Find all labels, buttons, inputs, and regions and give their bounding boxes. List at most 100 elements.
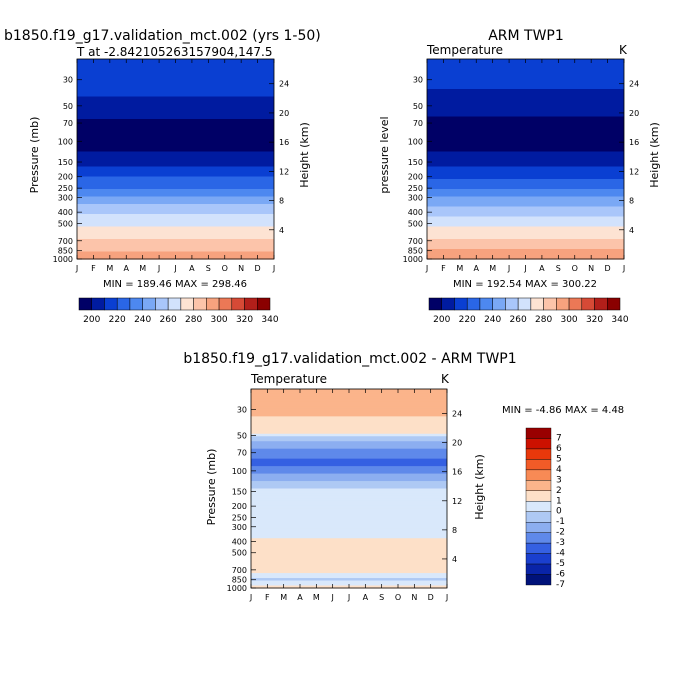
obs-units: K <box>619 43 628 57</box>
colorbar-box <box>525 490 552 502</box>
obs-heatmap: J F M A M J J A S O N D J305070100150200250300400500… <box>403 58 639 273</box>
colorbar-box <box>525 480 552 492</box>
x-tick-label: J <box>347 593 350 602</box>
heatmap-band <box>77 86 274 90</box>
heatmap-band <box>427 229 624 233</box>
x-tick-label: N <box>411 593 417 602</box>
heatmap-band <box>251 563 447 567</box>
heatmap-band <box>77 179 274 183</box>
colorbar-box <box>525 438 552 450</box>
heatmap-band <box>427 239 624 243</box>
heatmap-band <box>77 171 274 175</box>
colorbar-label: 260 <box>160 315 177 325</box>
heatmap-band <box>251 515 447 519</box>
heatmap-band <box>427 126 624 130</box>
heatmap-band <box>77 229 274 233</box>
diff-units: K <box>441 372 450 386</box>
heatmap-band <box>251 540 447 544</box>
x-tick-label: J <box>507 264 510 273</box>
x-tick-label: J <box>622 264 625 273</box>
height-tick-label: 12 <box>629 167 639 176</box>
y-tick-label: 200 <box>232 502 247 511</box>
heatmap-band <box>251 530 447 534</box>
colorbar-label: 3 <box>556 475 562 485</box>
y-tick-label: 200 <box>58 173 73 182</box>
x-tick-label: F <box>441 264 446 273</box>
heatmap-band <box>77 236 274 240</box>
y-tick-label: 70 <box>413 119 423 128</box>
colorbar-box <box>568 297 583 311</box>
heatmap-band <box>251 398 447 403</box>
colorbar-box <box>116 297 131 311</box>
heatmap-band <box>427 219 624 223</box>
heatmap-band <box>251 578 447 582</box>
heatmap-band <box>251 403 447 408</box>
colorbar-box <box>244 297 258 311</box>
colorbar-box <box>607 297 621 311</box>
heatmap-band <box>77 139 274 143</box>
x-tick-label: J <box>272 264 275 273</box>
y-tick-label: 850 <box>232 576 247 585</box>
heatmap-band <box>77 226 274 230</box>
heatmap-band <box>427 61 624 65</box>
x-tick-label: O <box>572 264 578 273</box>
y-tick-label: 50 <box>413 102 423 111</box>
colorbar-box <box>525 542 552 554</box>
heatmap-band <box>427 66 624 70</box>
heatmap-band <box>251 486 447 490</box>
heatmap-band <box>251 406 447 410</box>
heatmap-band <box>427 184 624 188</box>
heatmap-band <box>77 176 274 180</box>
heatmap-band <box>427 161 624 165</box>
heatmap-band <box>77 159 274 163</box>
heatmap-band <box>427 194 624 198</box>
heatmap-band <box>77 241 274 245</box>
heatmap-band <box>427 109 624 113</box>
heatmap-band <box>427 89 624 93</box>
heatmap-band <box>427 241 624 245</box>
heatmap-band <box>427 251 624 255</box>
heatmap-band <box>77 106 274 110</box>
y-tick-label: 30 <box>237 406 247 415</box>
colorbar-label: 1 <box>556 496 562 506</box>
heatmap-band <box>251 438 447 442</box>
x-tick-label: D <box>604 264 610 273</box>
height-tick-label: 16 <box>279 138 289 147</box>
x-tick-label: M <box>139 264 146 273</box>
colorbar-label: 200 <box>83 315 100 325</box>
heatmap-band <box>427 101 624 105</box>
colorbar-box <box>505 297 519 311</box>
heatmap-band <box>427 74 624 78</box>
heatmap-band <box>427 236 624 240</box>
colorbar-label: 280 <box>535 315 552 325</box>
x-tick-label: J <box>330 593 333 602</box>
heatmap-band <box>251 446 447 450</box>
y-tick-label: 1000 <box>227 584 247 593</box>
heatmap-band <box>427 136 624 140</box>
heatmap-band <box>251 471 447 475</box>
heatmap-band <box>251 416 447 420</box>
heatmap-band <box>77 149 274 153</box>
heatmap-band <box>251 580 447 584</box>
heatmap-band <box>77 214 274 218</box>
heatmap-band <box>427 139 624 143</box>
heatmap-band <box>427 216 624 220</box>
heatmap-band <box>251 473 447 477</box>
figure-title: b1850.f19_g17.validation_mct.002 - ARM T… <box>183 351 516 367</box>
height-tick-label: 12 <box>452 497 462 506</box>
heatmap-band <box>427 71 624 75</box>
heatmap-band <box>251 463 447 467</box>
heatmap-band <box>77 99 274 103</box>
colorbar-box <box>525 448 552 460</box>
heatmap-band <box>251 498 447 502</box>
heatmap-band <box>251 428 447 432</box>
heatmap-band <box>427 69 624 73</box>
heatmap-band <box>427 114 624 118</box>
heatmap-band <box>77 199 274 203</box>
heatmap-band <box>427 171 624 175</box>
colorbar-box <box>193 297 207 311</box>
heatmap-band <box>251 393 447 398</box>
heatmap-band <box>77 64 274 68</box>
colorbar-label: 4 <box>556 465 562 475</box>
